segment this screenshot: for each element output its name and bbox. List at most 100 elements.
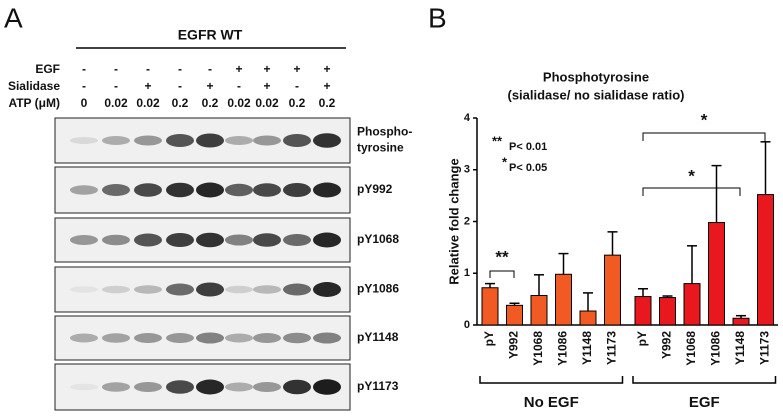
cell: 0.2 — [202, 96, 219, 110]
bar — [506, 304, 523, 326]
band — [102, 184, 130, 196]
band — [283, 234, 311, 246]
band — [253, 333, 281, 343]
cell: + — [206, 79, 213, 93]
band — [253, 135, 281, 146]
band — [313, 282, 341, 297]
band — [166, 333, 194, 343]
band — [313, 332, 341, 344]
band — [134, 285, 162, 294]
cell: + — [144, 79, 151, 93]
annotation: P< 0.01 — [509, 141, 547, 153]
band — [134, 382, 162, 392]
band — [70, 333, 98, 343]
band — [196, 232, 224, 248]
panel-label: A — [4, 2, 23, 33]
band — [102, 333, 130, 343]
blot-label: Phospho- — [357, 125, 412, 139]
band — [134, 233, 162, 247]
cell: - — [178, 62, 182, 76]
cell: - — [208, 62, 212, 76]
x-tick-label: Y1086 — [556, 331, 570, 366]
bar — [481, 287, 499, 326]
significance-bracket — [642, 132, 766, 141]
cell: - — [82, 79, 86, 93]
y-tick-label: 2 — [464, 215, 470, 227]
cell: + — [323, 79, 330, 93]
band — [166, 380, 194, 394]
bar — [530, 295, 548, 326]
blot-label: pY1148 — [357, 330, 399, 344]
band — [166, 182, 194, 198]
cell: 0.2 — [172, 96, 189, 110]
x-tick-label: Y1068 — [684, 331, 698, 366]
significance-label: * — [688, 166, 695, 185]
band — [196, 332, 224, 344]
band — [134, 135, 162, 146]
bar — [708, 222, 725, 326]
significance-bracket — [489, 270, 515, 278]
bar — [555, 273, 572, 326]
blot-label: pY992 — [357, 182, 393, 196]
row-label: ATP (μM) — [8, 96, 60, 110]
cell: 0.02 — [104, 96, 128, 110]
cell: - — [82, 62, 86, 76]
x-tick-label: Y1173 — [605, 331, 619, 365]
band — [253, 183, 281, 197]
y-tick-label: 3 — [464, 164, 470, 176]
band — [313, 133, 341, 148]
band — [196, 379, 224, 395]
band — [313, 232, 341, 248]
cell: 0.2 — [289, 96, 306, 110]
row-label: EGF — [35, 62, 60, 76]
cell: 0.02 — [136, 96, 160, 110]
band — [70, 286, 98, 293]
cell: + — [293, 62, 300, 76]
y-tick-label: 0 — [464, 319, 470, 331]
band — [70, 383, 98, 391]
cell: - — [114, 79, 118, 93]
chart-subtitle: (sialidase/ no sialidase ratio) — [507, 87, 684, 102]
band — [196, 282, 224, 297]
cell: 0.2 — [319, 96, 336, 110]
band — [225, 285, 253, 294]
band — [283, 379, 311, 395]
cell: - — [146, 62, 150, 76]
blot-label: pY1068 — [357, 232, 399, 246]
band — [166, 283, 194, 296]
band — [134, 183, 162, 197]
panel-label: B — [428, 2, 447, 33]
group-bracket — [632, 376, 777, 384]
chart-title: Phosphotyrosine — [543, 69, 649, 84]
cell: + — [263, 79, 270, 93]
band — [70, 235, 98, 245]
band — [102, 382, 130, 392]
band — [102, 285, 130, 294]
bar — [604, 254, 621, 326]
y-tick-label: 4 — [464, 112, 471, 124]
x-tick-label: Y1148 — [580, 331, 594, 365]
band — [313, 182, 341, 198]
bar — [683, 283, 701, 326]
band — [253, 233, 281, 247]
cell: - — [295, 79, 299, 93]
x-tick-label: pY — [635, 331, 649, 346]
cell: + — [323, 62, 330, 76]
band — [283, 283, 311, 296]
x-tick-label: Y992 — [507, 331, 521, 359]
band — [102, 136, 130, 145]
x-tick-label: pY — [482, 331, 496, 346]
x-tick-label: Y1173 — [758, 331, 772, 365]
band — [283, 183, 311, 197]
bar — [757, 194, 774, 326]
band — [253, 285, 281, 294]
band — [166, 233, 194, 247]
band — [70, 185, 98, 195]
band — [225, 333, 253, 343]
band — [225, 136, 253, 145]
cell: + — [263, 62, 270, 76]
row-label: Sialidase — [8, 79, 60, 93]
blot-label: tyrosine — [357, 141, 404, 155]
cell: + — [235, 62, 242, 76]
